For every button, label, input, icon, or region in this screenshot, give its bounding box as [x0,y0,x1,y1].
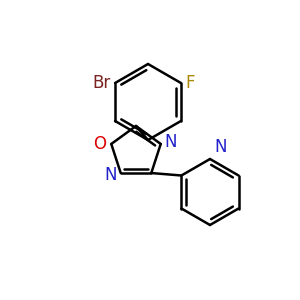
Text: F: F [185,74,194,92]
Text: O: O [93,135,106,153]
Text: N: N [104,166,117,184]
Text: N: N [214,138,226,156]
Text: Br: Br [93,74,111,92]
Text: N: N [165,133,177,151]
